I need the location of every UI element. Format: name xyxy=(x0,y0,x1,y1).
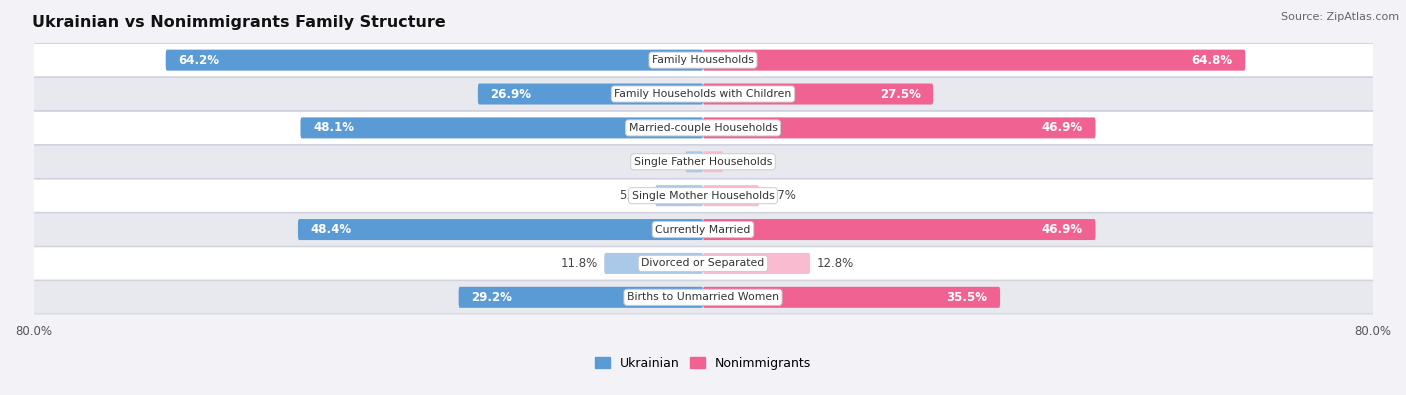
FancyBboxPatch shape xyxy=(0,281,1406,314)
FancyBboxPatch shape xyxy=(686,151,703,172)
Text: Births to Unmarried Women: Births to Unmarried Women xyxy=(627,292,779,302)
FancyBboxPatch shape xyxy=(478,83,703,105)
FancyBboxPatch shape xyxy=(703,83,934,105)
FancyBboxPatch shape xyxy=(703,219,1095,240)
Text: 46.9%: 46.9% xyxy=(1042,223,1083,236)
Text: Married-couple Households: Married-couple Households xyxy=(628,123,778,133)
FancyBboxPatch shape xyxy=(0,145,1406,179)
Text: Family Households with Children: Family Households with Children xyxy=(614,89,792,99)
FancyBboxPatch shape xyxy=(703,253,810,274)
Text: 2.4%: 2.4% xyxy=(730,155,759,168)
Text: 48.4%: 48.4% xyxy=(311,223,352,236)
FancyBboxPatch shape xyxy=(703,50,1246,71)
Text: 6.7%: 6.7% xyxy=(766,189,796,202)
Text: Currently Married: Currently Married xyxy=(655,224,751,235)
Text: Single Father Households: Single Father Households xyxy=(634,157,772,167)
FancyBboxPatch shape xyxy=(0,111,1406,145)
FancyBboxPatch shape xyxy=(0,77,1406,111)
Text: 29.2%: 29.2% xyxy=(471,291,512,304)
FancyBboxPatch shape xyxy=(0,43,1406,77)
FancyBboxPatch shape xyxy=(458,287,703,308)
FancyBboxPatch shape xyxy=(0,179,1406,212)
FancyBboxPatch shape xyxy=(703,287,1000,308)
FancyBboxPatch shape xyxy=(298,219,703,240)
Text: 26.9%: 26.9% xyxy=(491,88,531,100)
Text: 64.2%: 64.2% xyxy=(179,54,219,67)
FancyBboxPatch shape xyxy=(0,247,1406,280)
FancyBboxPatch shape xyxy=(605,253,703,274)
Text: 46.9%: 46.9% xyxy=(1042,121,1083,134)
Text: Divorced or Separated: Divorced or Separated xyxy=(641,258,765,269)
FancyBboxPatch shape xyxy=(703,151,723,172)
FancyBboxPatch shape xyxy=(301,117,703,138)
Text: 11.8%: 11.8% xyxy=(561,257,598,270)
Legend: Ukrainian, Nonimmigrants: Ukrainian, Nonimmigrants xyxy=(591,352,815,375)
Text: Source: ZipAtlas.com: Source: ZipAtlas.com xyxy=(1281,12,1399,22)
Text: 5.7%: 5.7% xyxy=(619,189,648,202)
FancyBboxPatch shape xyxy=(703,185,759,206)
Text: 27.5%: 27.5% xyxy=(880,88,921,100)
Text: 64.8%: 64.8% xyxy=(1192,54,1233,67)
FancyBboxPatch shape xyxy=(166,50,703,71)
Text: Single Mother Households: Single Mother Households xyxy=(631,191,775,201)
FancyBboxPatch shape xyxy=(0,213,1406,246)
Text: 12.8%: 12.8% xyxy=(817,257,853,270)
Text: Family Households: Family Households xyxy=(652,55,754,65)
FancyBboxPatch shape xyxy=(703,117,1095,138)
FancyBboxPatch shape xyxy=(655,185,703,206)
Text: Ukrainian vs Nonimmigrants Family Structure: Ukrainian vs Nonimmigrants Family Struct… xyxy=(32,15,446,30)
Text: 35.5%: 35.5% xyxy=(946,291,987,304)
Text: 48.1%: 48.1% xyxy=(314,121,354,134)
Text: 2.1%: 2.1% xyxy=(648,155,679,168)
